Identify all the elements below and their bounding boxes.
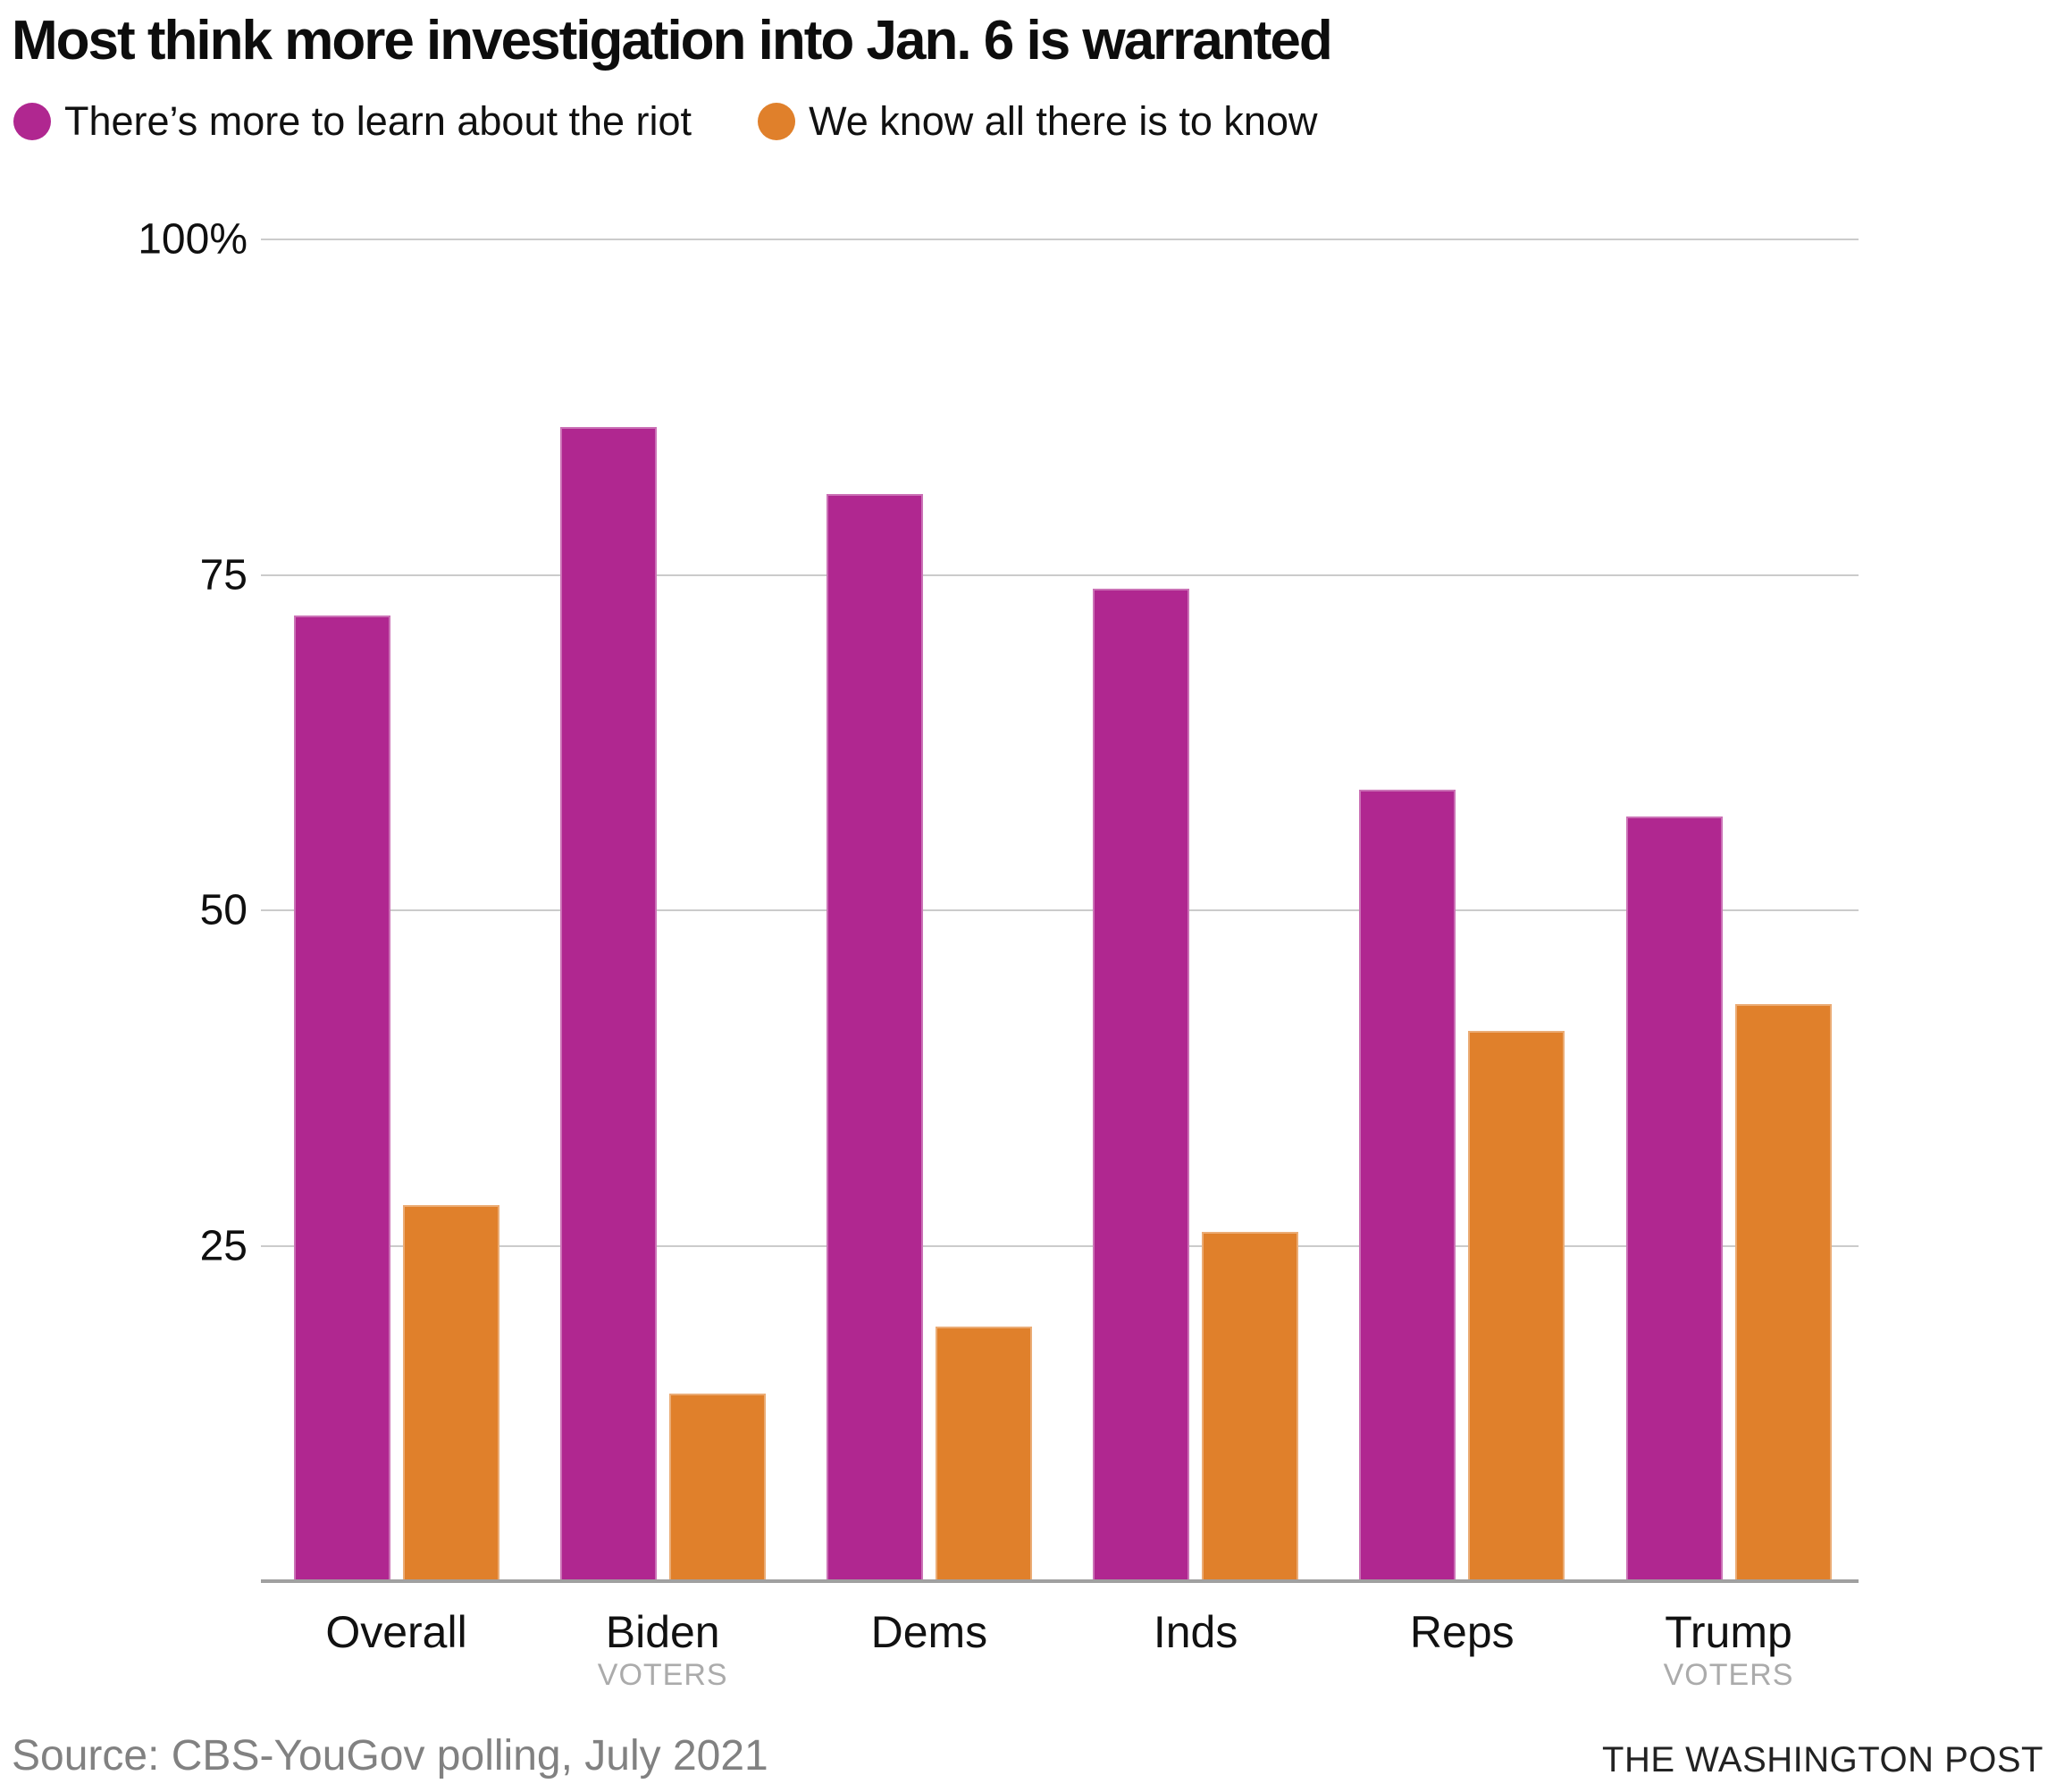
bar-trump-know-all <box>1734 1004 1832 1581</box>
y-axis-tick-50: 50 <box>199 886 248 934</box>
x-axis-baseline <box>261 1579 1859 1583</box>
gridline-50 <box>261 909 1859 911</box>
bar-dems-know-all <box>935 1326 1032 1581</box>
x-axis-label-reps: Reps <box>1409 1607 1515 1657</box>
gridline-100 <box>261 239 1859 240</box>
bar-inds-know-all <box>1202 1232 1299 1581</box>
x-axis-label-overall: Overall <box>325 1607 467 1657</box>
x-axis-label-inds: Inds <box>1153 1607 1238 1657</box>
legend-dot-magenta-icon <box>13 103 51 140</box>
bar-trump-more-to-learn <box>1625 816 1723 1581</box>
legend-label: There’s more to learn about the riot <box>64 98 692 144</box>
gridline-75 <box>261 574 1859 576</box>
bar-biden-more-to-learn <box>559 427 657 1581</box>
bar-reps-know-all <box>1468 1031 1565 1581</box>
legend-label: We know all there is to know <box>809 98 1318 144</box>
legend: There’s more to learn about the riot We … <box>13 98 1317 145</box>
x-axis-sublabel-trump: VOTERS <box>1663 1658 1794 1692</box>
x-axis-label-biden: Biden <box>605 1607 720 1657</box>
chart-title: Most think more investigation into Jan. … <box>12 10 1333 71</box>
bar-biden-know-all <box>668 1393 766 1581</box>
bar-inds-more-to-learn <box>1093 588 1190 1581</box>
x-axis-label-dems: Dems <box>870 1607 988 1657</box>
bar-overall-more-to-learn <box>293 615 390 1581</box>
legend-item-know-all: We know all there is to know <box>758 98 1317 145</box>
y-axis-tick-100: 100% <box>138 215 248 264</box>
bar-dems-more-to-learn <box>826 494 923 1581</box>
x-axis-sublabel-biden: VOTERS <box>597 1658 728 1692</box>
legend-dot-orange-icon <box>758 103 796 140</box>
source-note: Source: CBS-YouGov polling, July 2021 <box>12 1732 768 1779</box>
bar-overall-know-all <box>402 1205 499 1581</box>
x-axis-label-trump: Trump <box>1665 1607 1792 1657</box>
publisher-credit: THE WASHINGTON POST <box>1602 1740 2043 1779</box>
y-axis-tick-25: 25 <box>199 1222 248 1269</box>
gridline-25 <box>261 1244 1859 1247</box>
y-axis-tick-75: 75 <box>199 551 248 599</box>
legend-item-more-to-learn: There’s more to learn about the riot <box>13 98 692 145</box>
bar-reps-more-to-learn <box>1359 789 1456 1581</box>
